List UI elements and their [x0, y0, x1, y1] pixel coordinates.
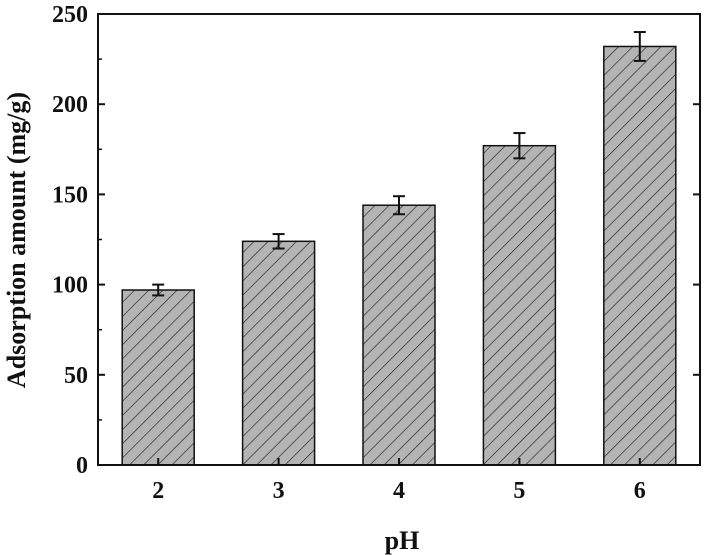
y-tick-label-150: 150: [52, 182, 88, 208]
bar-ph-3: [241, 240, 316, 466]
x-tick-label-5: 5: [513, 478, 525, 504]
bar-ph-4: [362, 204, 436, 466]
x-tick-label-4: 4: [393, 478, 405, 504]
y-tick-label-200: 200: [52, 92, 88, 118]
y-axis-title: Adsorption amount (mg/g): [2, 92, 31, 388]
error-bar-ph-5: [513, 132, 526, 160]
y-tick-label-100: 100: [52, 273, 88, 299]
y-tick-label-50: 50: [64, 363, 88, 389]
bar-ph-2: [121, 289, 195, 466]
y-tick-label-250: 250: [52, 2, 88, 28]
x-axis-title: pH: [385, 526, 420, 555]
bar-ph-6: [603, 45, 677, 466]
bar-ph-5: [482, 144, 557, 466]
x-tick-label-2: 2: [152, 478, 164, 504]
error-bar-ph-4: [393, 195, 405, 216]
x-tick-label-6: 6: [634, 478, 646, 504]
error-bar-ph-2: [152, 283, 165, 297]
bars-layer: [121, 31, 677, 466]
x-tick-label-3: 3: [273, 478, 285, 504]
y-tick-label-0: 0: [76, 453, 88, 479]
error-bar-ph-6: [633, 31, 646, 62]
axes-layer: 0 50 100 150 200 250 2 3 4 5 6: [52, 2, 701, 504]
error-bar-ph-3: [272, 233, 285, 250]
